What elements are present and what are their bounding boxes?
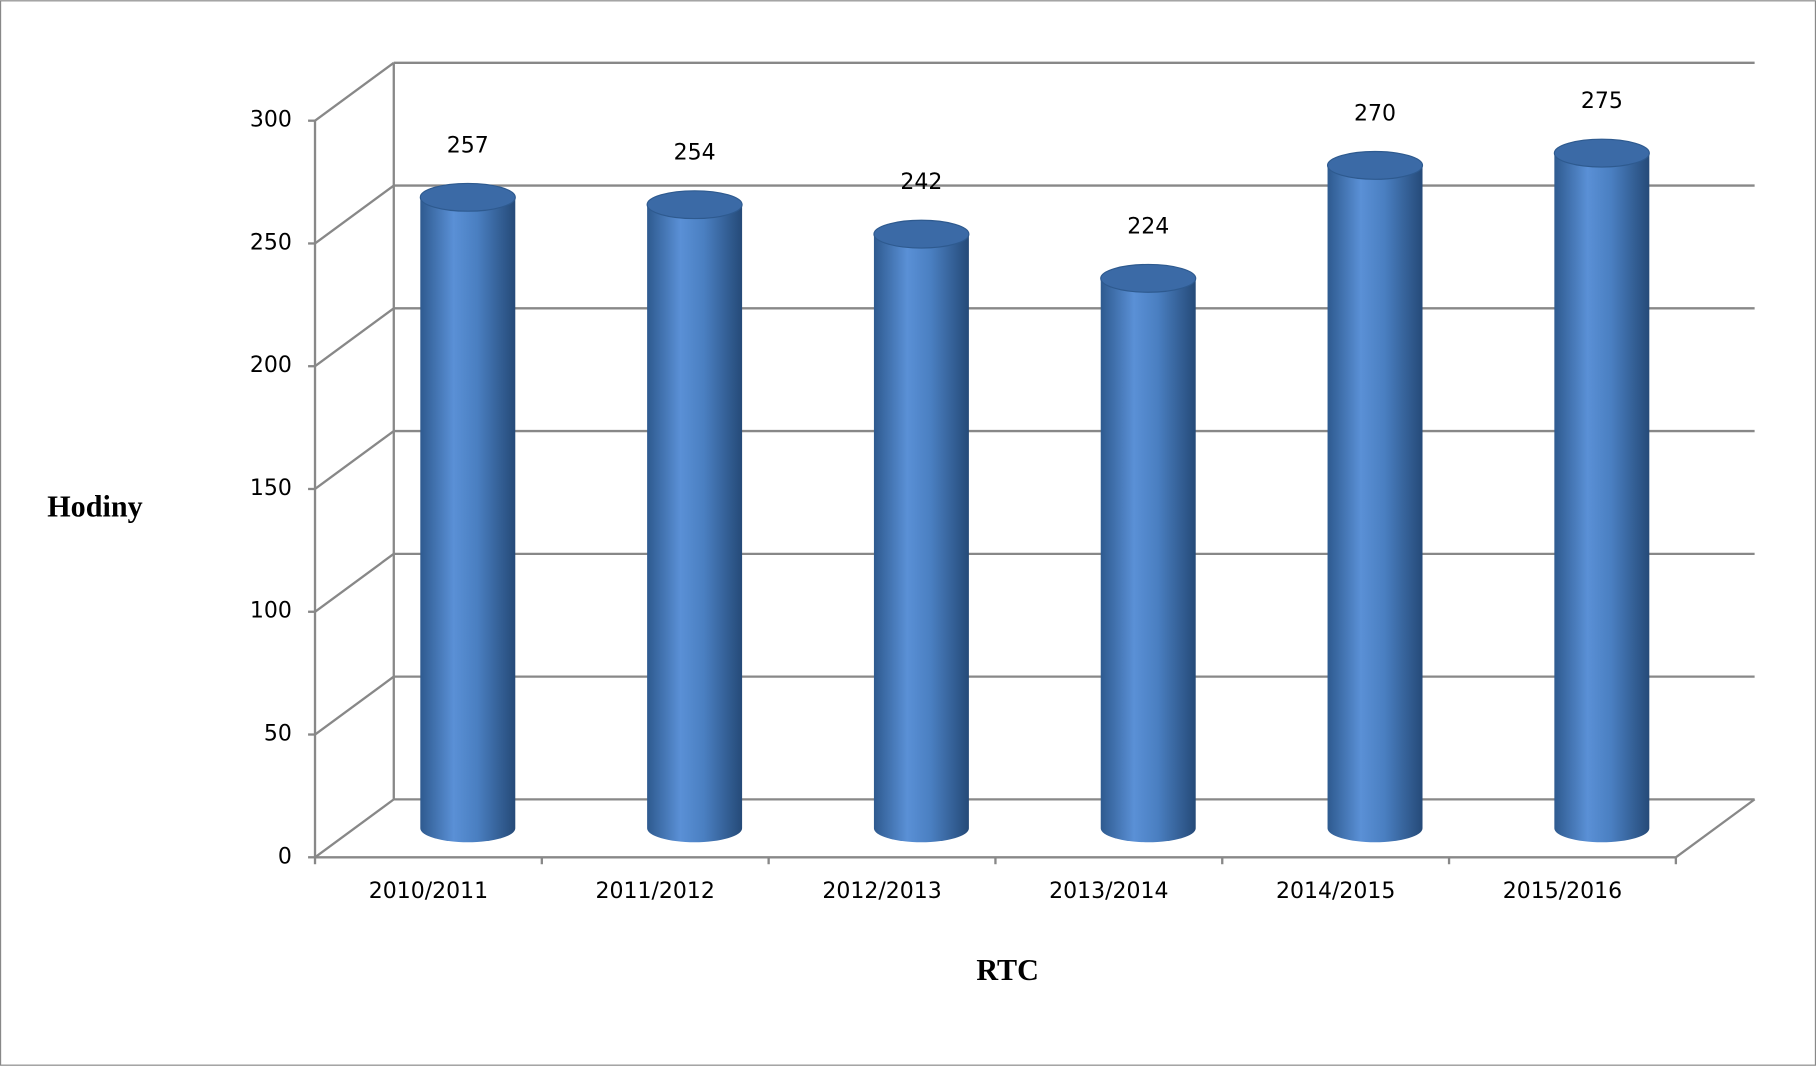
y-tick-label: 300 xyxy=(250,108,292,133)
grid-line-side xyxy=(314,184,395,245)
bar xyxy=(873,219,970,843)
bar xyxy=(1326,150,1424,843)
bar-body xyxy=(420,197,516,843)
data-label: 257 xyxy=(447,133,489,158)
x-axis-label: RTC xyxy=(976,953,1039,987)
bar-body xyxy=(647,204,743,843)
bar-top xyxy=(1553,138,1650,168)
y-tick-label: 50 xyxy=(264,722,292,747)
x-tick-label: 2014/2015 xyxy=(1276,879,1395,904)
y-tick-label: 250 xyxy=(250,230,292,255)
x-tick-label: 2013/2014 xyxy=(1049,879,1168,904)
grid-line-side xyxy=(314,798,395,859)
y-axis-label: Hodiny xyxy=(47,490,142,524)
x-tick-label: 2015/2016 xyxy=(1503,879,1622,904)
y-tick-label: 100 xyxy=(250,599,292,624)
bar-top xyxy=(646,190,743,220)
y-tick-label: 150 xyxy=(250,476,292,501)
plot-area: 0 50 100 150 200 250 300 257 2010/2011 254 2011/20… xyxy=(250,61,1756,904)
data-label: 270 xyxy=(1354,101,1396,126)
grid-line-side xyxy=(314,307,395,368)
grid-line-side xyxy=(314,61,395,122)
bar xyxy=(1100,263,1197,843)
bar-body xyxy=(1554,153,1650,843)
bar xyxy=(419,182,516,843)
bar-top xyxy=(873,219,970,249)
x-tick-label: 2012/2013 xyxy=(822,879,941,904)
x-tick-label: 2010/2011 xyxy=(369,879,488,904)
bar xyxy=(646,190,743,843)
bar-body xyxy=(1327,165,1423,843)
bar-top xyxy=(1326,150,1424,180)
x-tick-label: 2011/2012 xyxy=(596,879,715,904)
data-label: 242 xyxy=(900,170,942,195)
y-tick-label: 0 xyxy=(278,844,292,869)
bar-top xyxy=(419,182,516,212)
y-tick-label: 200 xyxy=(250,353,292,378)
grid-line-side xyxy=(314,675,395,736)
floor-edge xyxy=(1675,798,1756,859)
bar-top xyxy=(1100,263,1197,293)
bar-body xyxy=(1100,278,1196,843)
bar xyxy=(1553,138,1650,843)
grid-line-side xyxy=(314,430,395,490)
data-label: 275 xyxy=(1581,89,1623,114)
data-label: 224 xyxy=(1127,214,1169,239)
bar-body xyxy=(873,234,969,843)
data-label: 254 xyxy=(674,141,716,166)
grid-line-side xyxy=(314,552,395,613)
